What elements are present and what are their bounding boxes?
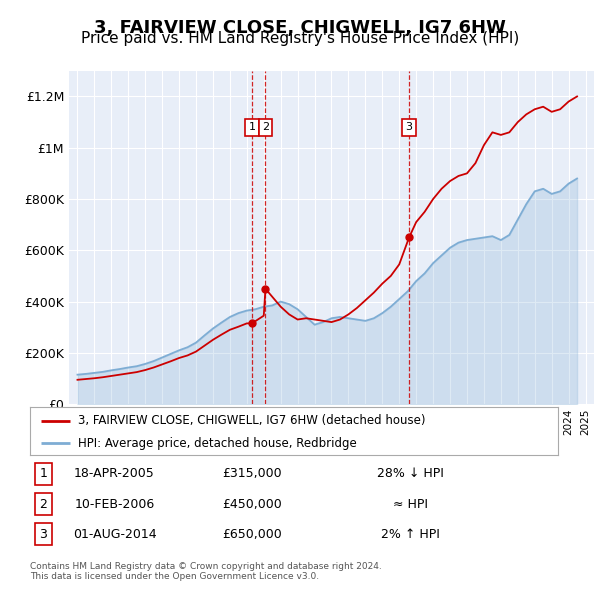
Text: 3, FAIRVIEW CLOSE, CHIGWELL, IG7 6HW (detached house): 3, FAIRVIEW CLOSE, CHIGWELL, IG7 6HW (de… bbox=[77, 414, 425, 427]
Text: Price paid vs. HM Land Registry's House Price Index (HPI): Price paid vs. HM Land Registry's House … bbox=[81, 31, 519, 46]
Text: 2: 2 bbox=[262, 123, 269, 133]
Text: HPI: Average price, detached house, Redbridge: HPI: Average price, detached house, Redb… bbox=[77, 437, 356, 450]
Text: 10-FEB-2006: 10-FEB-2006 bbox=[74, 497, 155, 511]
Text: £315,000: £315,000 bbox=[222, 467, 281, 480]
Text: 2% ↑ HPI: 2% ↑ HPI bbox=[381, 528, 440, 541]
Text: 1: 1 bbox=[39, 467, 47, 480]
Text: £650,000: £650,000 bbox=[222, 528, 281, 541]
Text: 2: 2 bbox=[39, 497, 47, 511]
Text: 01-AUG-2014: 01-AUG-2014 bbox=[73, 528, 156, 541]
Text: 3, FAIRVIEW CLOSE, CHIGWELL, IG7 6HW: 3, FAIRVIEW CLOSE, CHIGWELL, IG7 6HW bbox=[94, 19, 506, 37]
Text: £450,000: £450,000 bbox=[222, 497, 281, 511]
Text: 28% ↓ HPI: 28% ↓ HPI bbox=[377, 467, 443, 480]
Text: 18-APR-2005: 18-APR-2005 bbox=[74, 467, 155, 480]
Text: 1: 1 bbox=[248, 123, 256, 133]
Text: 3: 3 bbox=[39, 528, 47, 541]
Text: ≈ HPI: ≈ HPI bbox=[392, 497, 428, 511]
Text: 3: 3 bbox=[406, 123, 413, 133]
Text: Contains HM Land Registry data © Crown copyright and database right 2024.: Contains HM Land Registry data © Crown c… bbox=[30, 562, 382, 571]
Text: This data is licensed under the Open Government Licence v3.0.: This data is licensed under the Open Gov… bbox=[30, 572, 319, 581]
